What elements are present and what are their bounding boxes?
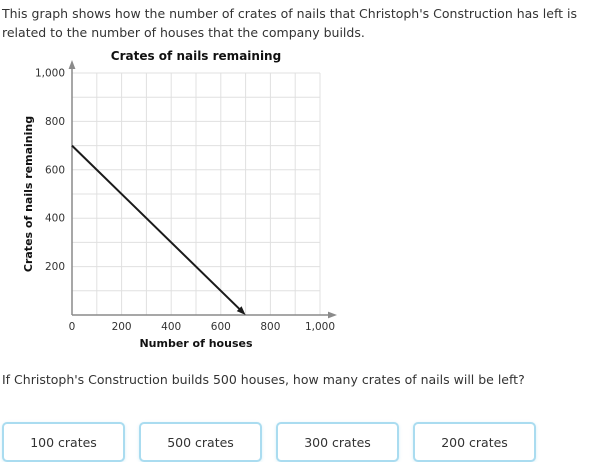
svg-text:1,000: 1,000	[35, 68, 65, 80]
description-text: This graph shows how the number of crate…	[2, 6, 577, 40]
svg-text:400: 400	[45, 213, 65, 225]
svg-text:200: 200	[112, 321, 132, 333]
arrowhead	[68, 60, 76, 69]
svg-text:600: 600	[211, 321, 231, 333]
svg-text:0: 0	[69, 321, 76, 333]
answer-choices: 100 crates 500 crates 300 crates 200 cra…	[2, 422, 536, 462]
svg-text:Number of houses: Number of houses	[139, 337, 252, 350]
svg-text:600: 600	[45, 164, 65, 176]
arrowhead	[328, 311, 337, 319]
answer-button-100-crates[interactable]: 100 crates	[2, 422, 125, 462]
svg-text:Crates of nails remaining: Crates of nails remaining	[22, 116, 35, 272]
svg-text:800: 800	[45, 116, 65, 128]
chart-container: 0 200 400 600 800 1,000 200 400 600 800 1,000 Crate…	[18, 45, 600, 359]
svg-text:1,000: 1,000	[305, 321, 335, 333]
svg-text:Crates of nails remaining: Crates of nails remaining	[111, 49, 281, 63]
answer-button-300-crates[interactable]: 300 crates	[276, 422, 399, 462]
line-chart: 0 200 400 600 800 1,000 200 400 600 800 1,000 Crate…	[22, 49, 337, 350]
svg-text:800: 800	[260, 321, 280, 333]
svg-text:200: 200	[45, 261, 65, 273]
question-text: If Christoph's Construction builds 500 h…	[2, 372, 525, 387]
question-page: This graph shows how the number of crate…	[0, 4, 600, 462]
crates-remaining-line	[71, 144, 243, 312]
svg-text:400: 400	[161, 321, 181, 333]
answer-button-200-crates[interactable]: 200 crates	[413, 422, 536, 462]
answer-button-500-crates[interactable]: 500 crates	[139, 422, 262, 462]
arrowhead	[236, 306, 246, 315]
